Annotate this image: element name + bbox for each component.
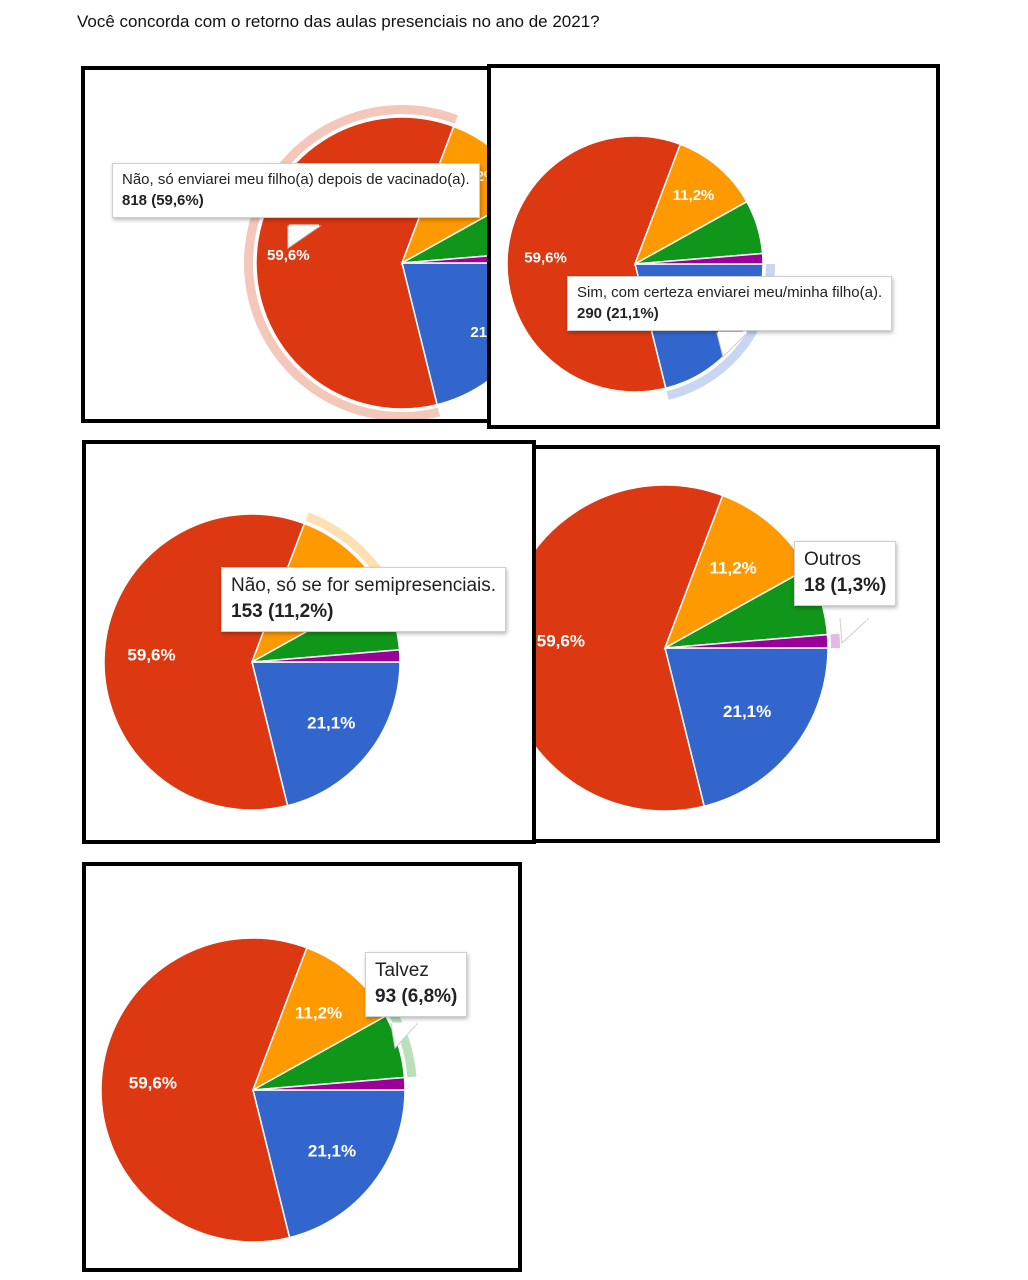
tooltip-value: 93 (6,8%) <box>375 986 458 1007</box>
pie-slice-outros[interactable] <box>664 633 829 649</box>
slice-percent-label: 11,2% <box>673 187 715 204</box>
slice-highlight-sim-com-certeza-enviarei-meu-minha-filho-a <box>666 264 775 400</box>
pie-chart-2: 21,1%59,6%11,2% <box>506 135 775 400</box>
pie-slice-nao-so-se-for-semipresenciais[interactable] <box>633 143 748 266</box>
chart-panel-2: 21,1%59,6%11,2% <box>487 64 940 429</box>
tooltip-pointer <box>390 1022 419 1050</box>
pie-chart-3: 21,1%59,6%11,2% <box>103 512 401 811</box>
tooltip-value: 153 (11,2%) <box>231 601 334 622</box>
pie-chart-4: 21,1% 59,6% 11,2% <box>522 484 840 812</box>
tooltip-panel-4: Outros 18 (1,3%) <box>794 541 897 606</box>
slice-percent-label: 59,6% <box>129 1074 177 1093</box>
tooltip-pointer <box>716 331 749 358</box>
tooltip-value: 18 (1,3%) <box>804 575 887 596</box>
tooltip-label: Não, só enviarei meu filho(a) depois de … <box>122 171 470 188</box>
pie-slice-nao-so-enviarei-meu-filho-a-depois-de-vacinado-a[interactable] <box>522 484 724 812</box>
pie-slice-outros[interactable] <box>252 1076 406 1091</box>
slice-percent-label: 21,1% <box>307 714 355 733</box>
pie-slice-outros[interactable] <box>401 251 495 264</box>
slice-percent-label: 59,6% <box>127 645 175 664</box>
pie-slice-sim-com-certeza-enviarei-meu-minha-filho-a[interactable] <box>664 647 829 808</box>
tooltip-label: Não, só se for semipresenciais. <box>231 575 497 596</box>
slice-percent-label: 59,6% <box>524 250 567 267</box>
tooltip-panel-5: Talvez 93 (6,8%) <box>365 952 468 1017</box>
chart-panel-4: 21,1% 59,6% 11,2% <box>518 445 940 843</box>
tooltip-label: Sim, com certeza enviarei meu/minha filh… <box>577 284 883 301</box>
tooltip-pointer <box>839 617 870 645</box>
pie-slice-nao-so-enviarei-meu-filho-a-depois-de-vacinado-a[interactable] <box>100 937 308 1243</box>
tooltip-label: Talvez <box>375 960 429 981</box>
slice-percent-label: 21,1% <box>308 1141 356 1160</box>
tooltip-label: Outros <box>804 549 862 570</box>
chart-panel-3: 21,1%59,6%11,2% <box>82 440 536 844</box>
slice-percent-label: 11,2% <box>710 559 757 578</box>
slice-percent-label: 59,6% <box>537 631 585 650</box>
question-title: Você concorda com o retorno das aulas pr… <box>77 12 600 31</box>
pie-slice-sim-com-certeza-enviarei-meu-minha-filho-a[interactable] <box>251 661 401 807</box>
tooltip-panel-3: Não, só se for semipresenciais. 153 (11,… <box>221 567 507 632</box>
tooltip-panel-1: Não, só enviarei meu filho(a) depois de … <box>112 163 480 218</box>
slice-percent-label: 11,2% <box>295 1004 342 1023</box>
pie-slice-talvez[interactable] <box>401 192 495 264</box>
pie-slice-sim-com-certeza-enviarei-meu-minha-filho-a[interactable] <box>252 1089 406 1239</box>
tooltip-value: 818 (59,6%) <box>122 192 204 209</box>
slice-percent-label: 59,6% <box>267 247 310 264</box>
pie-slice-outros[interactable] <box>251 649 401 663</box>
pie-slice-sim-com-certeza-enviarei-meu-minha-filho-a[interactable] <box>401 262 495 406</box>
slice-percent-label: 21,1% <box>470 324 495 341</box>
tooltip-pointer <box>287 224 322 249</box>
slice-percent-label: 21,1% <box>723 702 771 721</box>
pie-slice-outros[interactable] <box>634 252 764 265</box>
slice-highlight-outros <box>830 633 840 648</box>
tooltip-panel-2: Sim, com certeza enviarei meu/minha filh… <box>567 276 893 331</box>
tooltip-value: 290 (21,1%) <box>577 305 659 322</box>
pie-chart-5: 21,1% 59,6% 11,2% <box>100 937 417 1243</box>
chart-panel-5: 21,1% 59,6% 11,2% <box>82 862 522 1272</box>
